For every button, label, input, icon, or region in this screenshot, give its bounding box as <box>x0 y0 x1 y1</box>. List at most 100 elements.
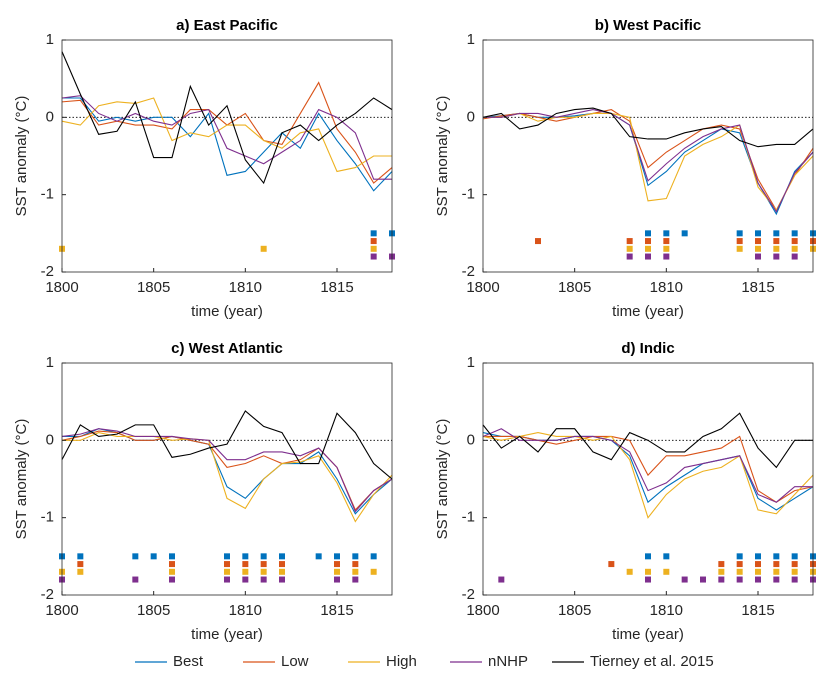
series-line <box>483 109 814 213</box>
significance-marker <box>645 230 651 237</box>
plot-area <box>483 40 813 272</box>
significance-marker <box>260 561 267 568</box>
significance-marker <box>791 568 798 575</box>
significance-marker <box>370 238 377 245</box>
significance-marker <box>791 576 798 583</box>
plot-area <box>483 363 813 595</box>
significance-marker <box>681 576 688 583</box>
x-axis-label: time (year) <box>191 626 263 643</box>
series-line <box>482 107 814 148</box>
significance-marker <box>334 568 340 575</box>
significance-marker <box>718 576 725 583</box>
significance-marker <box>718 568 725 575</box>
significance-marker <box>755 238 761 245</box>
series-line <box>61 428 393 513</box>
axes-box <box>61 39 393 273</box>
significance-marker <box>77 553 84 560</box>
significance-marker <box>736 238 743 245</box>
x-axis-label: time (year) <box>191 303 263 320</box>
significance-marker <box>773 253 780 260</box>
significance-marker <box>370 568 377 575</box>
x-tick-label: 1800 <box>45 279 78 296</box>
significance-marker <box>260 576 267 583</box>
significance-marker <box>535 238 541 245</box>
x-tick-label: 1810 <box>650 279 683 296</box>
significance-marker <box>791 238 798 245</box>
y-tick-label: 1 <box>467 354 475 371</box>
significance-marker <box>132 553 139 560</box>
x-axis-label: time (year) <box>612 626 684 643</box>
legend-label: nNHP <box>488 653 528 670</box>
significance-marker <box>334 561 340 568</box>
significance-marker <box>645 238 651 245</box>
panel-title: a) East Pacific <box>176 17 278 34</box>
significance-marker <box>224 568 230 575</box>
x-tick-label: 1815 <box>741 279 774 296</box>
x-tick-label: 1815 <box>320 279 353 296</box>
significance-marker <box>132 576 139 583</box>
significance-marker <box>736 245 743 252</box>
significance-marker <box>773 576 780 583</box>
series-line <box>482 412 813 469</box>
significance-marker <box>773 553 780 560</box>
y-tick-label: 0 <box>467 108 475 125</box>
significance-marker <box>773 568 780 575</box>
significance-marker <box>334 553 340 560</box>
x-tick-label: 1805 <box>137 602 170 619</box>
axes-box <box>482 39 814 273</box>
y-tick-label: 1 <box>46 354 54 371</box>
significance-marker <box>279 553 285 560</box>
significance-marker <box>645 576 651 583</box>
series-line <box>482 109 814 212</box>
x-tick-label: 1805 <box>558 602 591 619</box>
x-axis-label: time (year) <box>612 303 684 320</box>
series-line <box>61 410 393 480</box>
y-axis-label: SST anomaly (°C) <box>434 419 451 540</box>
significance-marker <box>626 568 633 575</box>
y-tick-label: -1 <box>41 186 54 203</box>
significance-marker <box>242 561 249 568</box>
significance-marker <box>498 576 505 583</box>
plot-area <box>62 40 392 272</box>
y-tick-label: 0 <box>46 108 54 125</box>
significance-marker <box>626 238 633 245</box>
significance-marker <box>279 576 285 583</box>
significance-marker <box>681 230 688 237</box>
y-axis-label: SST anomaly (°C) <box>13 96 30 217</box>
significance-marker <box>755 245 761 252</box>
series-line <box>482 428 813 503</box>
panel-title: c) West Atlantic <box>171 340 283 357</box>
significance-marker <box>352 553 359 560</box>
significance-marker <box>334 576 340 583</box>
y-tick-label: 0 <box>467 431 475 448</box>
x-tick-label: 1815 <box>741 602 774 619</box>
significance-marker <box>645 253 651 260</box>
significance-marker <box>791 561 798 568</box>
significance-marker <box>352 561 359 568</box>
significance-marker <box>791 553 798 560</box>
significance-marker <box>773 238 780 245</box>
significance-marker <box>755 576 761 583</box>
significance-marker <box>626 253 633 260</box>
significance-marker <box>791 230 798 237</box>
significance-marker <box>279 561 285 568</box>
significance-marker <box>242 553 249 560</box>
legend-label: Low <box>281 653 309 670</box>
y-tick-label: -2 <box>41 586 54 603</box>
y-tick-label: -2 <box>462 586 475 603</box>
x-tick-label: 1810 <box>229 602 262 619</box>
significance-marker <box>260 553 267 560</box>
y-tick-label: -1 <box>41 509 54 526</box>
significance-marker <box>242 576 249 583</box>
significance-marker <box>663 245 670 252</box>
significance-marker <box>791 245 798 252</box>
significance-marker <box>663 230 670 237</box>
significance-marker <box>77 568 84 575</box>
axes-box <box>61 362 393 596</box>
significance-marker <box>242 568 249 575</box>
series-line <box>61 95 392 180</box>
significance-marker <box>370 230 377 237</box>
y-tick-label: 0 <box>46 431 54 448</box>
significance-marker <box>755 568 761 575</box>
series-line <box>61 97 392 173</box>
